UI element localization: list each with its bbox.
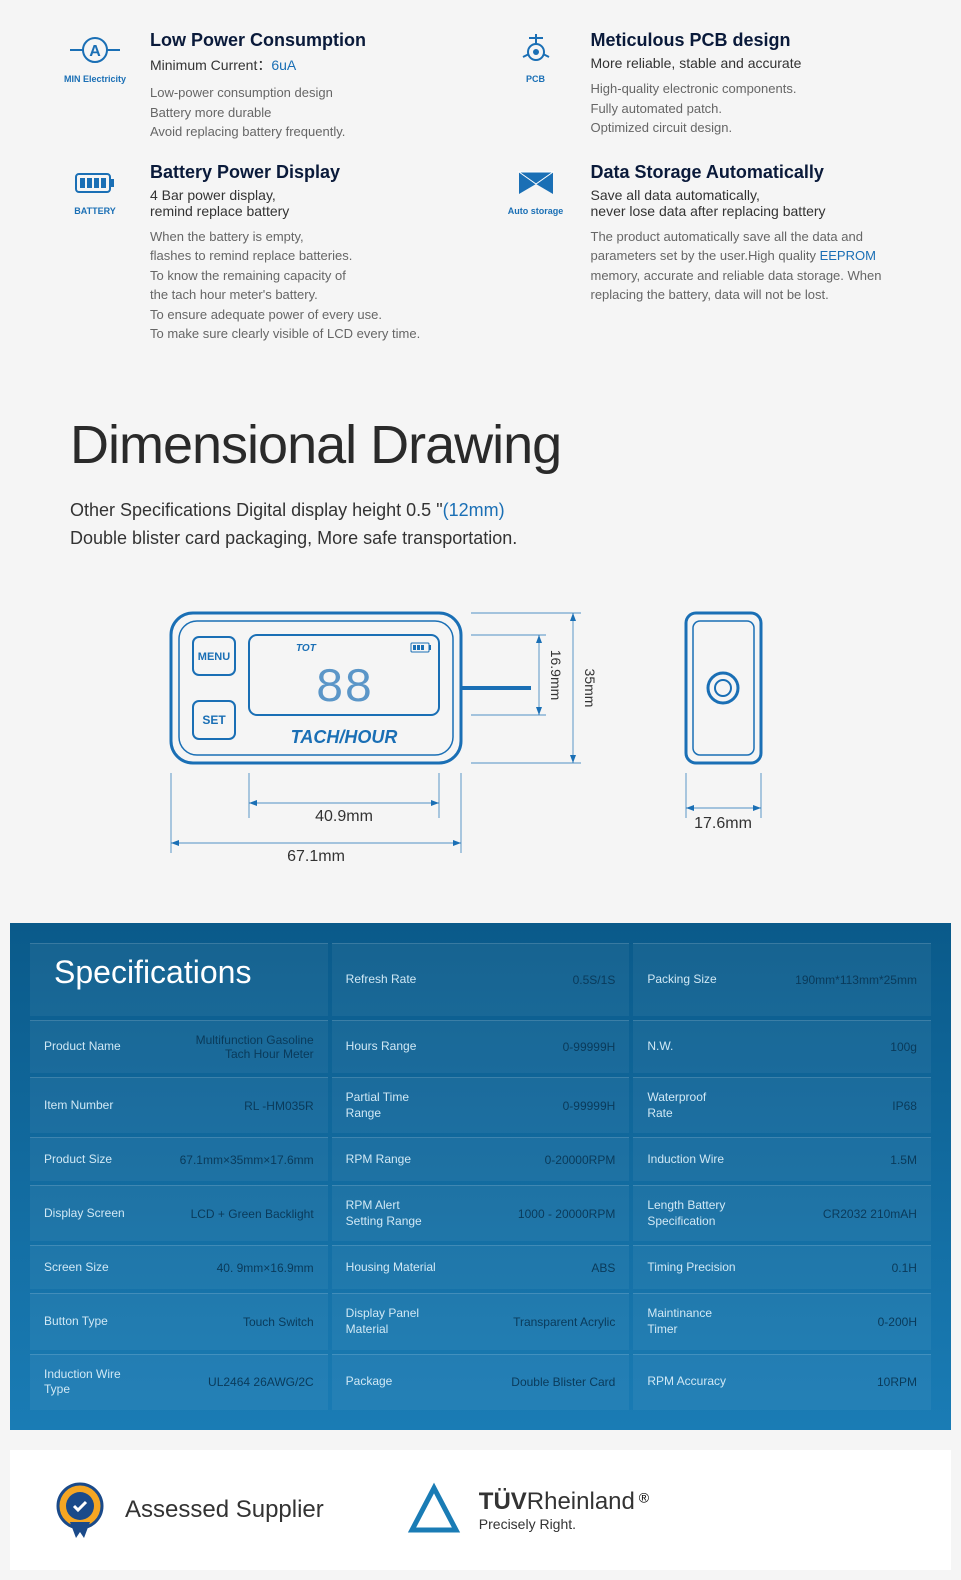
feature-pcb: PCB Meticulous PCB design More reliable,… xyxy=(501,30,902,142)
pcb-icon: PCB xyxy=(501,30,571,142)
feature-battery: BATTERY Battery Power Display 4 Bar powe… xyxy=(60,162,461,344)
footer-label: Assessed Supplier xyxy=(125,1496,324,1524)
spec-cell: RPM Alert Setting Range1000 - 20000RPM xyxy=(332,1185,630,1241)
feature-subtitle: Minimum Current：6uA xyxy=(150,55,461,75)
svg-text:17.6mm: 17.6mm xyxy=(694,815,752,832)
section-title: Dimensional Drawing xyxy=(70,414,891,476)
spec-cell: Refresh Rate0.5S/1S xyxy=(332,943,630,1016)
spec-cell: Length Battery SpecificationCR2032 210mA… xyxy=(633,1185,931,1241)
svg-text:35mm: 35mm xyxy=(582,669,598,708)
feature-low-power: A MIN Electricity Low Power Consumption … xyxy=(60,30,461,142)
icon-label: MIN Electricity xyxy=(64,74,126,84)
spec-cell: N.W.100g xyxy=(633,1020,931,1073)
tuv-icon xyxy=(404,1480,464,1540)
specifications-panel: Specifications Refresh Rate0.5S/1S Packi… xyxy=(10,923,951,1430)
svg-text:88: 88 xyxy=(315,662,373,716)
tuv-title: TÜVRheinland ® xyxy=(479,1488,649,1516)
svg-text:67.1mm: 67.1mm xyxy=(287,848,345,865)
spec-cell: Packing Size190mm*113mm*25mm xyxy=(633,943,931,1016)
features-grid: A MIN Electricity Low Power Consumption … xyxy=(0,0,961,374)
spec-cell: Timing Precision0.1H xyxy=(633,1245,931,1289)
icon-label: Auto storage xyxy=(508,206,564,216)
spec-cell: Waterproof RateIP68 xyxy=(633,1077,931,1133)
footer: Assessed Supplier TÜVRheinland ® Precise… xyxy=(10,1450,951,1570)
spec-cell: RPM Accuracy10RPM xyxy=(633,1354,931,1410)
feature-desc: Low-power consumption design Battery mor… xyxy=(150,83,461,142)
feature-subtitle: More reliable, stable and accurate xyxy=(591,55,902,71)
spec-cell: RPM Range0-20000RPM xyxy=(332,1137,630,1181)
spec-cell: Partial Time Range0-99999H xyxy=(332,1077,630,1133)
storage-icon: Auto storage xyxy=(501,162,571,344)
svg-text:16.9mm: 16.9mm xyxy=(548,650,564,701)
side-view: 17.6mm xyxy=(661,593,811,873)
svg-text:A: A xyxy=(89,43,101,60)
electricity-icon: A MIN Electricity xyxy=(60,30,130,142)
feature-title: Low Power Consumption xyxy=(150,30,461,51)
spec-cell: PackageDouble Blister Card xyxy=(332,1354,630,1410)
spec-cell: Display Panel MaterialTransparent Acryli… xyxy=(332,1293,630,1349)
battery-icon: BATTERY xyxy=(60,162,130,344)
feature-desc: The product automatically save all the d… xyxy=(591,227,902,305)
tuv-subtitle: Precisely Right. xyxy=(479,1516,649,1532)
spec-cell: Product Size67.1mm×35mm×17.6mm xyxy=(30,1137,328,1181)
icon-label: BATTERY xyxy=(74,206,116,216)
spec-cell: Housing MaterialABS xyxy=(332,1245,630,1289)
dimensional-section: Dimensional Drawing Other Specifications… xyxy=(0,374,961,904)
spec-cell: Display ScreenLCD + Green Backlight xyxy=(30,1185,328,1241)
spec-cell: Induction Wire1.5M xyxy=(633,1137,931,1181)
feature-subtitle: 4 Bar power display, remind replace batt… xyxy=(150,187,461,219)
specifications-grid: Specifications Refresh Rate0.5S/1S Packi… xyxy=(30,943,931,1410)
feature-title: Meticulous PCB design xyxy=(591,30,902,51)
spec-cell: Product NameMultifunction Gasoline Tach … xyxy=(30,1020,328,1073)
set-button-label: SET xyxy=(202,713,226,727)
dimensional-drawing: MENU SET TOT 88 TACH/HOUR 40.9mm xyxy=(70,593,891,873)
feature-title: Data Storage Automatically xyxy=(591,162,902,183)
spec-cell: Induction Wire TypeUL2464 26AWG/2C xyxy=(30,1354,328,1410)
assessed-supplier: Assessed Supplier xyxy=(50,1480,324,1540)
feature-storage: Auto storage Data Storage Automatically … xyxy=(501,162,902,344)
feature-desc: High-quality electronic components. Full… xyxy=(591,79,902,138)
spec-cell: Button TypeTouch Switch xyxy=(30,1293,328,1349)
menu-button-label: MENU xyxy=(197,651,229,663)
feature-desc: When the battery is empty, flashes to re… xyxy=(150,227,461,344)
tuv-rheinland: TÜVRheinland ® Precisely Right. xyxy=(404,1480,649,1540)
specs-title: Specifications xyxy=(44,954,251,991)
section-subtitle: Other Specifications Digital display hei… xyxy=(70,496,891,554)
spec-cell: Item NumberRL -HM035R xyxy=(30,1077,328,1133)
spec-cell: Screen Size40. 9mm×16.9mm xyxy=(30,1245,328,1289)
supplier-badge-icon xyxy=(50,1480,110,1540)
spec-cell: Hours Range0-99999H xyxy=(332,1020,630,1073)
icon-label: PCB xyxy=(526,74,545,84)
svg-text:TACH/HOUR: TACH/HOUR xyxy=(290,727,397,747)
feature-title: Battery Power Display xyxy=(150,162,461,183)
svg-text:TOT: TOT xyxy=(296,643,317,654)
svg-text:40.9mm: 40.9mm xyxy=(315,808,373,825)
feature-subtitle: Save all data automatically, never lose … xyxy=(591,187,902,219)
spec-cell: Maintinance Timer0-200H xyxy=(633,1293,931,1349)
